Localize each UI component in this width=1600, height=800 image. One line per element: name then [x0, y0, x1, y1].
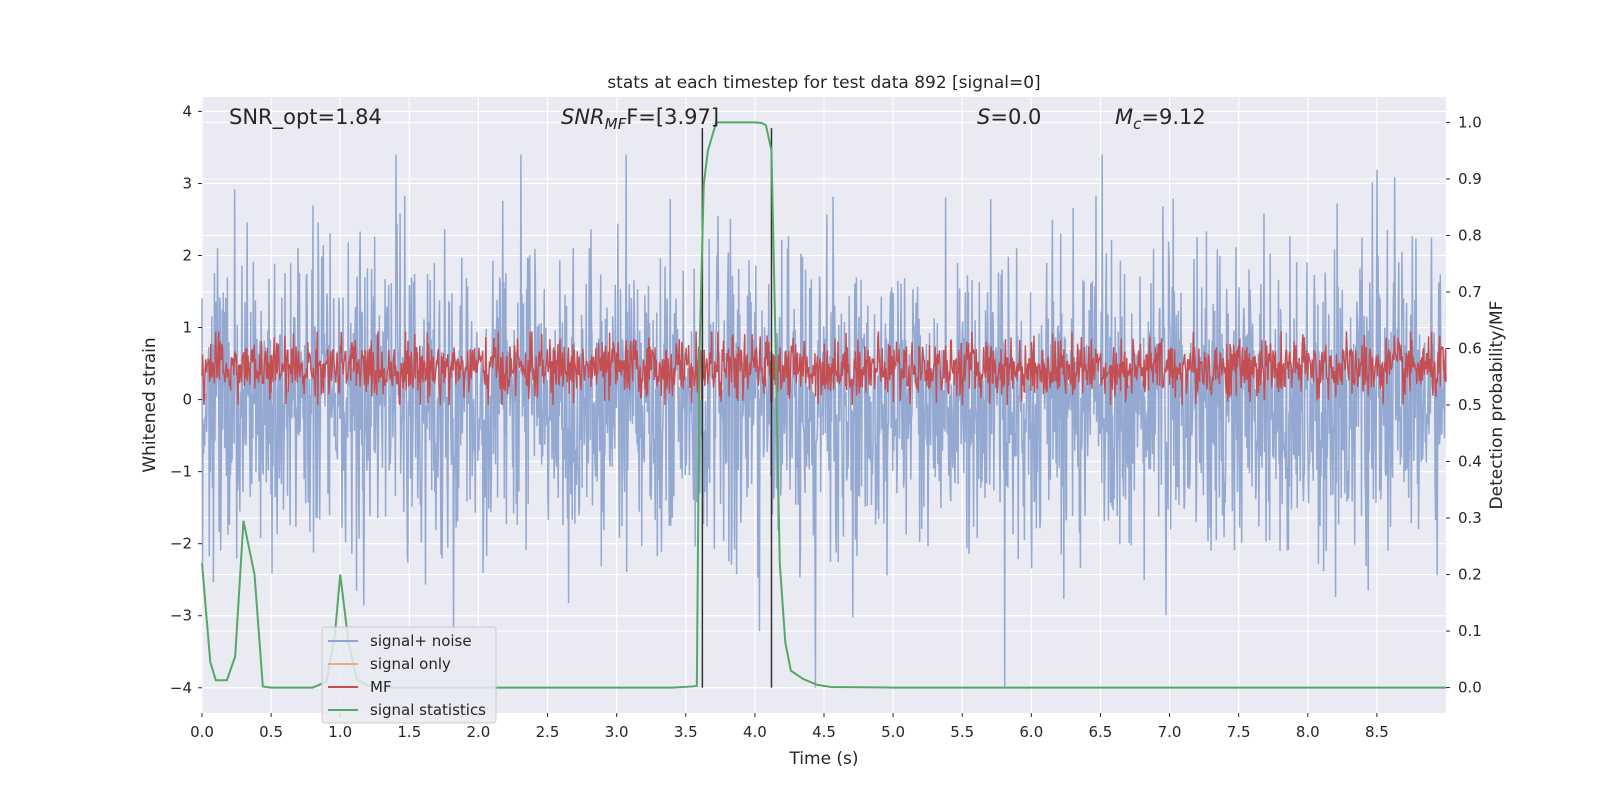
legend-label: signal statistics: [370, 701, 486, 719]
x-tick-label: 0.5: [259, 723, 283, 741]
annotation-mc-val: Mc=9.12: [1115, 105, 1206, 133]
x-tick-label: 2.5: [536, 723, 560, 741]
y-right-tick-label: 0.4: [1458, 453, 1482, 471]
y-right-tick-label: 0.5: [1458, 396, 1482, 414]
x-tick-label: 1.5: [397, 723, 421, 741]
y-left-tick-label: −2: [170, 535, 192, 553]
y-left-tick-label: −3: [170, 607, 192, 625]
legend-label: signal only: [370, 655, 451, 673]
y-left-tick-label: 2: [182, 247, 192, 265]
y-right-tick-label: 0.2: [1458, 566, 1482, 584]
y-right-tick-label: 0.7: [1458, 283, 1482, 301]
y-right-tick-label: 0.8: [1458, 226, 1482, 244]
mf-line: [201, 331, 1447, 406]
x-tick-label: 0.0: [190, 723, 214, 741]
legend-label: signal+ noise: [370, 632, 472, 650]
x-tick-label: 3.5: [674, 723, 698, 741]
annotation-snr-mf: SNRMFF=[3.97]: [561, 105, 719, 133]
x-tick-label: 7.5: [1227, 723, 1251, 741]
y-right-tick-label: 0.3: [1458, 509, 1482, 527]
y-right-tick-label: 0.1: [1458, 622, 1482, 640]
mf-series: [201, 331, 1447, 406]
annotation-main: SNR: [561, 105, 605, 129]
annotation-main: SNR_opt=1.84: [229, 105, 382, 130]
chart-title: stats at each timestep for test data 892…: [607, 73, 1040, 93]
legend-box: [321, 626, 497, 724]
annotation-sub: c: [1133, 115, 1142, 133]
tick-labels: 0.0 0.5 1.0 1.5 2.0 2.5 3.0 3.5 4.0 4.5 5.0 5.5 6.0 6…: [170, 102, 1482, 741]
x-tick-label: 8.0: [1296, 723, 1320, 741]
y-right-tick-label: 0.9: [1458, 170, 1482, 188]
annotation-sub: MF: [605, 115, 627, 133]
x-tick-label: 4.5: [812, 723, 836, 741]
x-tick-label: 4.0: [743, 723, 767, 741]
y-left-tick-label: −4: [170, 679, 192, 697]
annotation-main: M: [1115, 105, 1133, 129]
legend-label: MF: [370, 678, 392, 696]
annotation-s-val: S=0.0: [977, 105, 1041, 129]
y-left-tick-label: 4: [182, 102, 192, 120]
y-left-tick-label: −1: [170, 463, 192, 481]
y-right-tick-label: 1.0: [1458, 113, 1482, 131]
y-left-tick-label: 3: [182, 174, 192, 192]
annotation-main: S: [977, 105, 990, 129]
x-tick-label: 3.0: [605, 723, 629, 741]
x-tick-label: 5.5: [950, 723, 974, 741]
annotation-tail: F=[3.97]: [626, 105, 719, 129]
signal-statistics-series: [201, 121, 1446, 689]
annotation-tail: =0.0: [990, 105, 1041, 129]
x-tick-label: 5.0: [881, 723, 905, 741]
y-left-tick-label: 0: [182, 391, 192, 409]
y-axis-label-right: Detection probability/MF: [1487, 301, 1507, 510]
y-right-tick-label: 0.6: [1458, 339, 1482, 357]
y-axis-label-whitened: Whitened strain: [140, 337, 160, 472]
x-tick-label: 8.5: [1365, 723, 1389, 741]
x-tick-label: 2.0: [467, 723, 491, 741]
y-left-tick-label: 1: [182, 319, 192, 337]
x-tick-label: 6.0: [1019, 723, 1043, 741]
annotation-snr-opt: SNR_opt=1.84: [229, 105, 382, 130]
annotations: SNR_opt=1.84 SNRMFF=[3.97] S=0.0 Mc=9.12: [229, 105, 1206, 133]
x-tick-label: 7.0: [1158, 723, 1182, 741]
x-tick-label: 6.5: [1089, 723, 1113, 741]
annotation-tail: =9.12: [1141, 105, 1205, 129]
x-tick-label: 1.0: [328, 723, 352, 741]
y-right-tick-label: 0.0: [1458, 679, 1482, 697]
signal-statistics-line: [201, 121, 1446, 689]
legend: signal+ noise signal only MF signal statist…: [321, 626, 497, 724]
x-axis-label: Time (s): [788, 749, 858, 769]
